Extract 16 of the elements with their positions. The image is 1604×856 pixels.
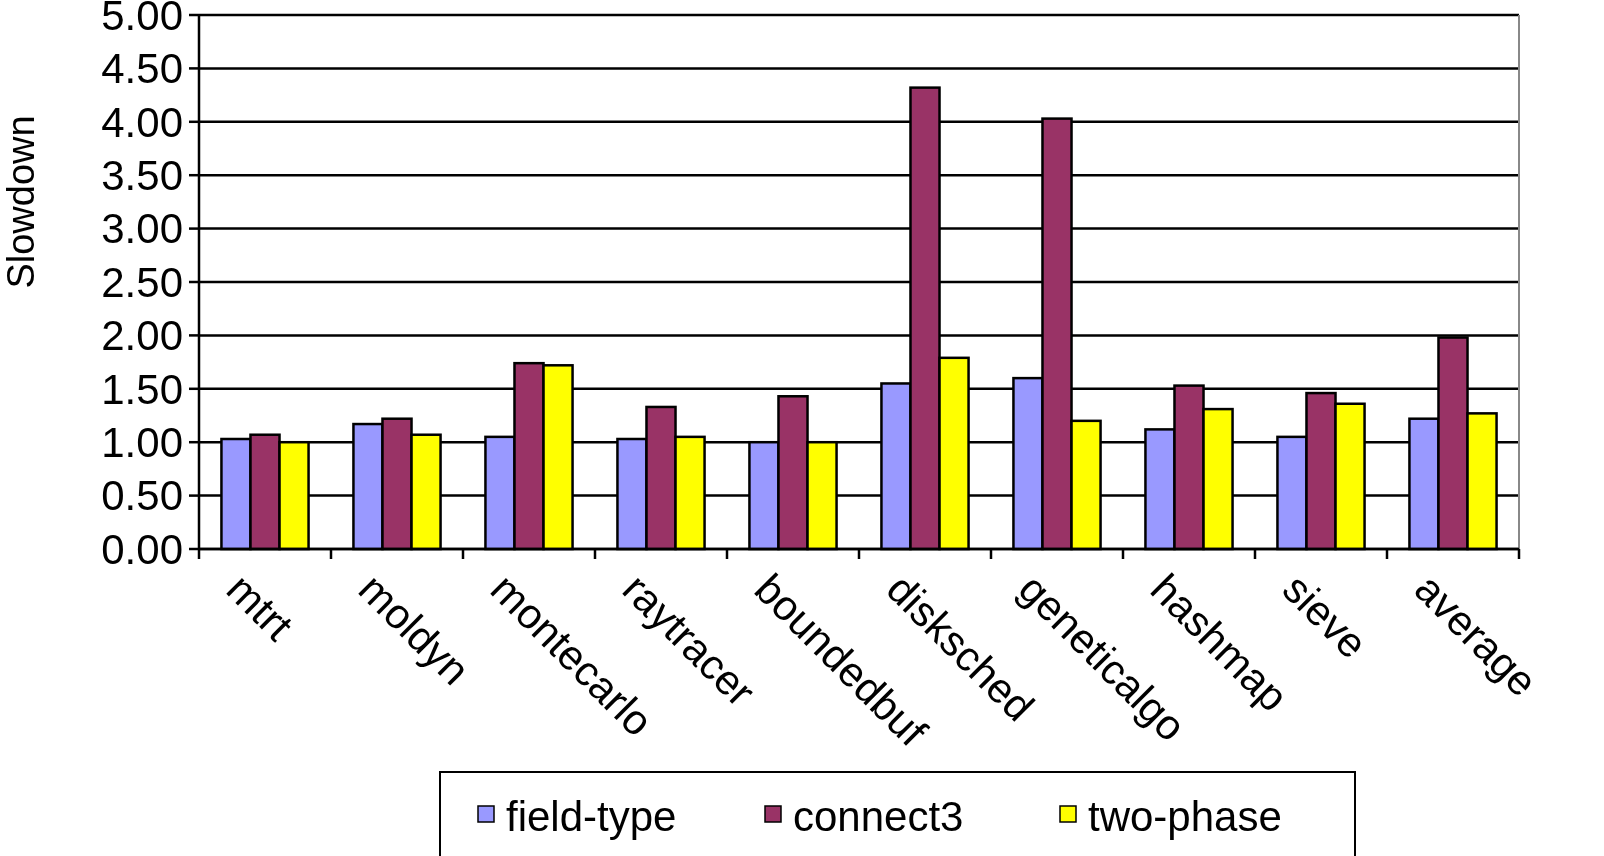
y-axis-title: Slowdown: [0, 115, 42, 289]
y-tick-label: 2.00: [101, 312, 183, 360]
legend-label: connect3: [793, 792, 964, 840]
legend-label: field-type: [506, 792, 677, 840]
y-tick-label: 0.00: [101, 525, 183, 573]
y-tick-label: 4.50: [101, 45, 183, 93]
y-tick-label: 3.00: [101, 205, 183, 253]
y-tick-label: 5.00: [101, 0, 183, 39]
x-tick-label: mtrt: [217, 564, 303, 650]
y-tick-label: 0.50: [101, 472, 183, 520]
y-tick-label: 1.50: [101, 365, 183, 413]
y-tick-label: 1.00: [101, 418, 183, 466]
y-tick-label: 4.00: [101, 98, 183, 146]
y-tick-label: 3.50: [101, 151, 183, 199]
legend-label: two-phase: [1088, 792, 1282, 840]
y-tick-label: 2.50: [101, 258, 183, 306]
